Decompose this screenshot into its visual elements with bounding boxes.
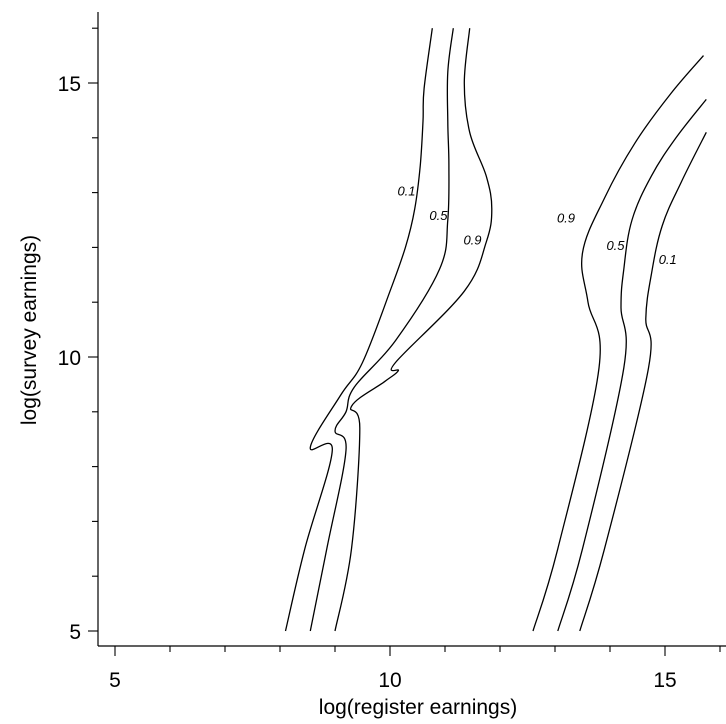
x-tick-label: 10: [378, 669, 401, 692]
x-tick-label: 15: [653, 669, 676, 692]
x-axis-title: log(register earnings): [319, 696, 517, 719]
x-tick-label: 5: [109, 669, 121, 692]
contour-lines: [284, 28, 707, 632]
contour-label-0.1: 0.1: [397, 183, 415, 198]
contour-line-0.1: [284, 28, 433, 632]
contour-line-0.9: [334, 28, 493, 632]
contour-label-0.9: 0.9: [463, 233, 481, 248]
y-axis-title: log(survey earnings): [18, 235, 41, 425]
contour-line-0.9: [532, 55, 704, 632]
contour-line-0.1: [579, 132, 707, 632]
contour-label-0.5: 0.5: [429, 208, 448, 223]
contour-label-0.1: 0.1: [659, 252, 677, 267]
y-tick-label: 15: [58, 73, 81, 96]
contour-line-0.5: [309, 28, 454, 632]
axes: 5 10 15 5 10 15: [58, 12, 726, 692]
y-tick-label: 10: [58, 347, 81, 370]
contour-label-0.9: 0.9: [557, 211, 575, 226]
contour-labels: 0.1 0.5 0.9 0.9 0.5 0.1: [397, 183, 676, 267]
y-tick-label: 5: [69, 621, 81, 644]
contour-label-0.5: 0.5: [606, 238, 625, 253]
contour-line-0.5: [557, 98, 707, 632]
